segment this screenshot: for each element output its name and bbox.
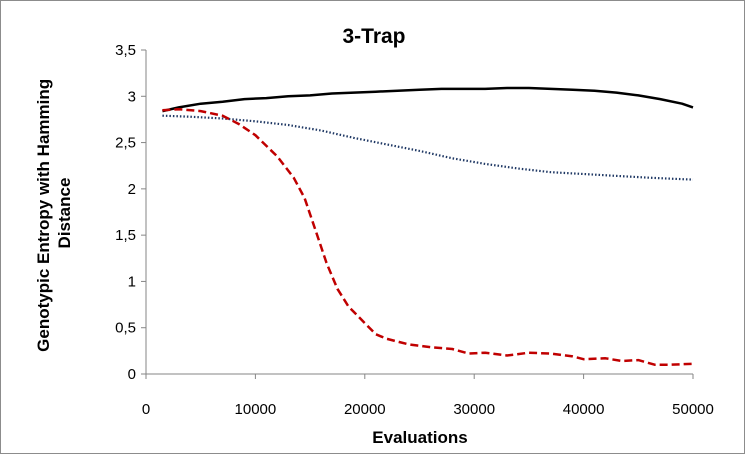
y-tick-label: 2 xyxy=(128,181,136,198)
y-axis-title-line-2: Distance xyxy=(55,178,74,249)
x-tick-label: 10000 xyxy=(235,401,277,418)
y-tick-label: 0 xyxy=(128,366,136,383)
chart-title: 3-Trap xyxy=(342,25,405,48)
x-tick-label: 50000 xyxy=(672,401,714,418)
x-tick-label: 40000 xyxy=(563,401,605,418)
y-axis-title-line-1: Genotypic Entropy with Hamming xyxy=(34,79,53,352)
x-tick-label: 20000 xyxy=(344,401,386,418)
y-tick-label: 3,5 xyxy=(115,42,136,59)
y-tick-label: 3 xyxy=(128,88,136,105)
x-axis-title: Evaluations xyxy=(372,428,467,447)
series-line-dotted xyxy=(162,114,694,181)
series-line-solid xyxy=(162,86,694,113)
y-axis-title: Genotypic Entropy with Hamming Distance xyxy=(34,74,74,352)
y-tick-label: 1,5 xyxy=(115,227,136,244)
y-tick-label: 2,5 xyxy=(115,135,136,152)
x-tick-label: 30000 xyxy=(453,401,495,418)
x-tick-label: 0 xyxy=(142,401,150,418)
y-tick-label: 1 xyxy=(128,273,136,290)
y-tick-label: 0,5 xyxy=(115,320,136,337)
series-line-dashed xyxy=(162,107,694,366)
